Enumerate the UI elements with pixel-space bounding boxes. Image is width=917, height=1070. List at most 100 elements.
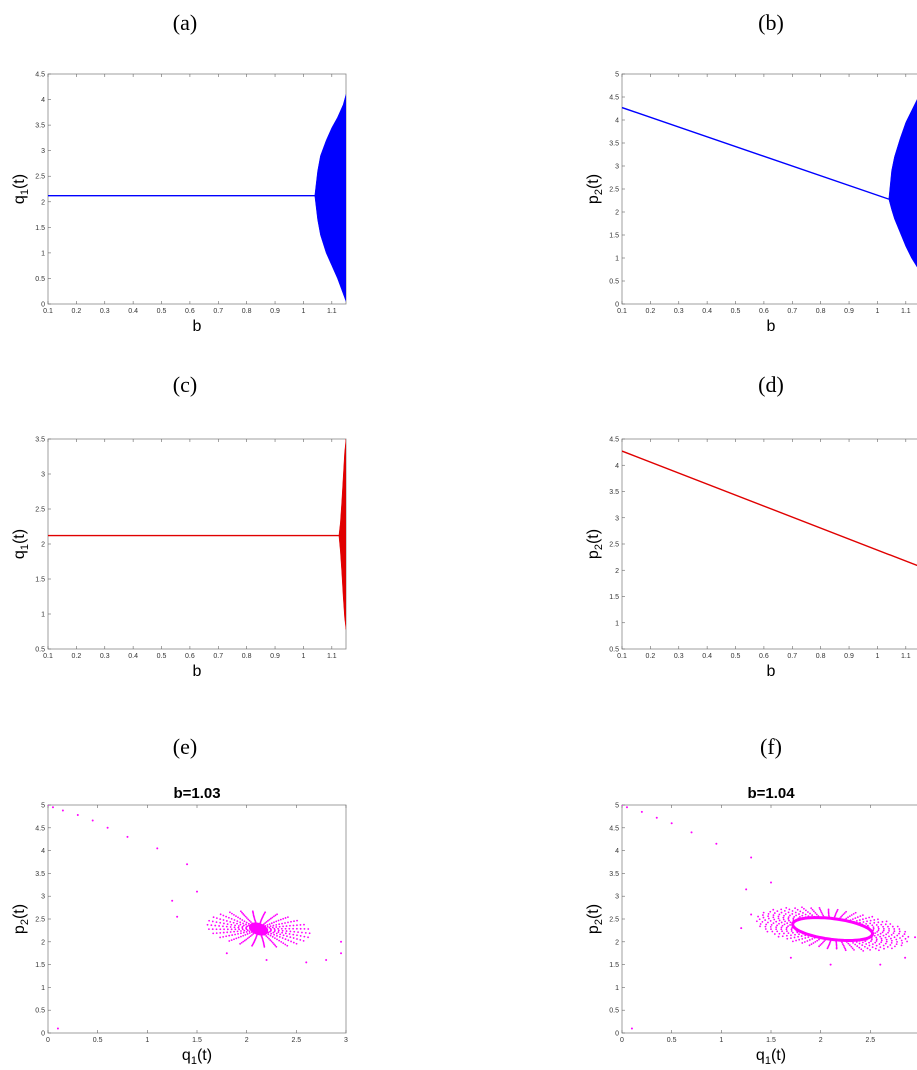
trajectory-point bbox=[882, 929, 885, 932]
trajectory-point bbox=[794, 911, 797, 914]
trajectory-point bbox=[222, 919, 225, 921]
trajectory-point bbox=[296, 919, 298, 922]
y-tick-label: 4 bbox=[615, 463, 619, 470]
trajectory-point bbox=[873, 934, 876, 937]
y-tick-label: 4 bbox=[41, 97, 45, 104]
trajectory-point bbox=[781, 924, 784, 927]
trajectory-point bbox=[245, 928, 248, 931]
trajectory-point bbox=[303, 923, 305, 926]
plot-frame bbox=[621, 73, 917, 305]
trajectory-point bbox=[246, 929, 249, 932]
trajectory-point bbox=[776, 930, 779, 933]
y-tick-label: 4.5 bbox=[35, 72, 45, 79]
x-tick-label: 0.7 bbox=[213, 653, 223, 660]
trajectory-point bbox=[853, 948, 855, 951]
trajectory-point bbox=[834, 914, 837, 917]
trajectory-point bbox=[802, 912, 804, 914]
y-tick-label: 3 bbox=[615, 894, 619, 901]
trajectory-point bbox=[877, 929, 880, 932]
trajectory-point bbox=[796, 908, 799, 911]
trajectory-point bbox=[782, 918, 785, 921]
trajectory-point bbox=[855, 920, 858, 922]
panel-label-b: (b) bbox=[758, 10, 784, 35]
trajectory-point bbox=[811, 914, 814, 917]
trajectory-point bbox=[783, 932, 785, 935]
y-tick-label: 2.5 bbox=[35, 174, 45, 181]
trajectory-point bbox=[242, 924, 245, 927]
x-tick-label: 1 bbox=[875, 653, 879, 660]
trajectory-point bbox=[875, 944, 878, 947]
trajectory-point bbox=[284, 932, 287, 935]
trajectory-point bbox=[854, 911, 857, 914]
trajectory-point bbox=[889, 923, 892, 925]
trajectory-point bbox=[811, 908, 814, 911]
y-tick-label: 1.5 bbox=[35, 962, 45, 969]
trajectory-point bbox=[896, 940, 898, 943]
x-axis-label: b bbox=[193, 318, 202, 335]
trajectory-point bbox=[281, 937, 284, 939]
trajectory-point bbox=[887, 925, 889, 928]
trajectory-point bbox=[290, 940, 292, 943]
trajectory-point bbox=[277, 929, 280, 932]
trajectory-point bbox=[791, 931, 794, 934]
trajectory-point bbox=[903, 933, 906, 935]
trajectory-point bbox=[282, 925, 284, 928]
trajectory-point bbox=[874, 932, 877, 935]
trajectory-point bbox=[287, 939, 290, 942]
trajectory-point bbox=[292, 937, 295, 939]
trajectory-point bbox=[307, 936, 309, 939]
trajectory-point bbox=[869, 922, 872, 925]
trajectory-point bbox=[248, 919, 251, 922]
trajectory-point bbox=[275, 945, 278, 948]
trajectory-point bbox=[780, 926, 783, 929]
trajectory-point bbox=[242, 931, 245, 934]
trajectory-point bbox=[874, 947, 877, 950]
x-axis-label: q1(t) bbox=[182, 1047, 212, 1067]
x-tick-label: 2.5 bbox=[865, 1037, 875, 1044]
trajectory-point bbox=[299, 927, 302, 930]
trajectory-point bbox=[237, 916, 239, 919]
trajectory-point bbox=[785, 928, 788, 931]
trajectory-point bbox=[276, 934, 278, 937]
trajectory-point bbox=[827, 912, 830, 915]
trajectory-point bbox=[252, 911, 254, 914]
trajectory-point bbox=[788, 908, 791, 911]
trajectory-point bbox=[234, 928, 237, 931]
trajectory-point bbox=[126, 835, 129, 838]
trajectory-point bbox=[862, 921, 865, 923]
trajectory-point bbox=[290, 920, 292, 923]
trajectory-point bbox=[269, 925, 272, 928]
trajectory-point bbox=[269, 927, 272, 930]
trajectory-point bbox=[268, 918, 271, 921]
trajectory-point bbox=[267, 933, 270, 936]
trajectory-point bbox=[759, 925, 761, 928]
trajectory-point bbox=[787, 917, 790, 920]
x-tick-label: 0.9 bbox=[844, 653, 854, 660]
trajectory-point bbox=[225, 925, 228, 928]
trajectory-point bbox=[785, 934, 788, 937]
trajectory-point bbox=[251, 910, 254, 913]
trajectory-point bbox=[265, 959, 268, 962]
panel-label-c: (c) bbox=[173, 372, 197, 397]
trajectory-point bbox=[625, 806, 628, 809]
trajectory-point bbox=[835, 911, 838, 914]
trajectory-point bbox=[233, 913, 235, 916]
trajectory-point bbox=[767, 917, 770, 920]
trajectory-point bbox=[914, 936, 917, 939]
trajectory-point bbox=[820, 911, 823, 914]
trajectory-point bbox=[227, 916, 230, 919]
trajectory-point bbox=[790, 934, 792, 937]
y-tick-label: 2 bbox=[615, 568, 619, 575]
trajectory-point bbox=[271, 926, 274, 929]
trajectory-point bbox=[242, 934, 245, 937]
trajectory-point bbox=[186, 863, 189, 866]
chart-f: 0 0.5 1 1.5 2 2.5 0 0.5 1 1.5 2 2.5 3 3.5 4 4.5 5 q1(t) p2… bbox=[585, 785, 917, 1067]
trajectory-point bbox=[229, 931, 232, 933]
trajectory-point bbox=[284, 938, 287, 941]
trajectory-point bbox=[292, 924, 295, 927]
trajectory-point bbox=[278, 939, 281, 942]
trajectory-point bbox=[780, 908, 783, 911]
trajectory-point bbox=[850, 914, 853, 916]
trajectory-point bbox=[847, 942, 850, 945]
y-tick-label: 0.5 bbox=[609, 279, 619, 286]
